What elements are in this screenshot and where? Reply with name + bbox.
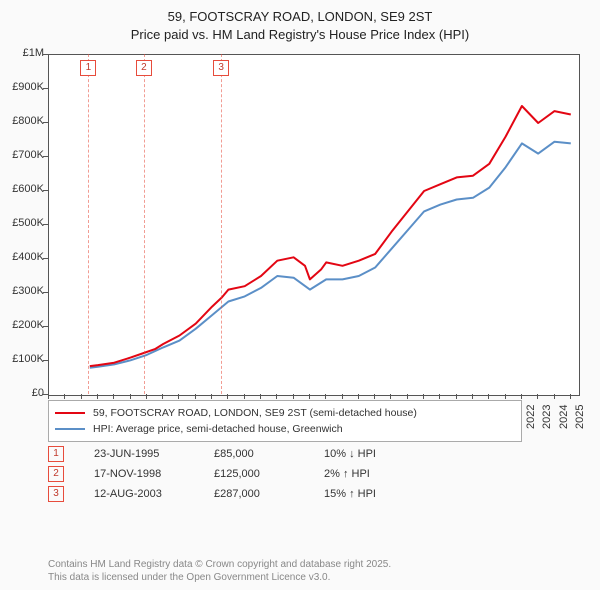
x-tick-label: 2025 [574, 405, 586, 429]
legend-label: 59, FOOTSCRAY ROAD, LONDON, SE9 2ST (sem… [93, 407, 417, 419]
legend-swatch [55, 428, 85, 430]
title-line2: Price paid vs. HM Land Registry's House … [131, 27, 469, 42]
chart-container: 59, FOOTSCRAY ROAD, LONDON, SE9 2ST Pric… [0, 0, 600, 590]
x-tick [113, 394, 114, 399]
chart-title: 59, FOOTSCRAY ROAD, LONDON, SE9 2ST Pric… [0, 0, 600, 43]
y-tick [43, 326, 48, 327]
x-tick [244, 394, 245, 399]
sale-marker-number: 3 [213, 60, 229, 76]
x-tick-label: 2024 [558, 405, 570, 429]
y-tick [43, 292, 48, 293]
y-tick-label: £200K [0, 319, 44, 331]
transaction-delta: 2% ↑ HPI [324, 468, 414, 480]
x-tick [130, 394, 131, 399]
x-tick [521, 394, 522, 399]
x-tick [48, 394, 49, 399]
x-tick [407, 394, 408, 399]
transaction-price: £125,000 [214, 468, 324, 480]
transaction-date: 23-JUN-1995 [94, 448, 214, 460]
y-tick-label: £0 [0, 387, 44, 399]
x-tick [537, 394, 538, 399]
transaction-delta: 10% ↓ HPI [324, 448, 414, 460]
y-tick-label: £100K [0, 353, 44, 365]
plot-area [48, 54, 580, 396]
y-tick-label: £400K [0, 251, 44, 263]
legend-item: HPI: Average price, semi-detached house,… [55, 421, 515, 437]
x-tick [554, 394, 555, 399]
x-tick [195, 394, 196, 399]
y-tick [43, 122, 48, 123]
series-property [90, 106, 571, 366]
y-tick [43, 88, 48, 89]
x-tick [309, 394, 310, 399]
x-tick [488, 394, 489, 399]
sale-marker-line [88, 54, 89, 394]
x-tick [390, 394, 391, 399]
x-tick [146, 394, 147, 399]
table-row: 2 17-NOV-1998 £125,000 2% ↑ HPI [48, 464, 414, 484]
x-tick [260, 394, 261, 399]
y-tick [43, 156, 48, 157]
x-tick-label: 2023 [541, 405, 553, 429]
transactions-table: 1 23-JUN-1995 £85,000 10% ↓ HPI 2 17-NOV… [48, 444, 414, 504]
y-tick-label: £700K [0, 149, 44, 161]
x-tick [342, 394, 343, 399]
x-tick [374, 394, 375, 399]
line-chart-svg [49, 55, 579, 395]
footer-line2: This data is licensed under the Open Gov… [48, 572, 330, 583]
transaction-price: £85,000 [214, 448, 324, 460]
y-tick [43, 224, 48, 225]
y-tick [43, 54, 48, 55]
sale-marker-line [221, 54, 222, 394]
x-tick [293, 394, 294, 399]
x-tick [505, 394, 506, 399]
marker-number: 3 [48, 486, 64, 502]
y-tick [43, 360, 48, 361]
x-tick [325, 394, 326, 399]
x-tick [472, 394, 473, 399]
x-tick [162, 394, 163, 399]
y-tick-label: £900K [0, 81, 44, 93]
marker-number: 1 [48, 446, 64, 462]
table-row: 3 12-AUG-2003 £287,000 15% ↑ HPI [48, 484, 414, 504]
x-tick [358, 394, 359, 399]
x-tick [81, 394, 82, 399]
y-tick-label: £300K [0, 285, 44, 297]
x-tick [211, 394, 212, 399]
attribution-footer: Contains HM Land Registry data © Crown c… [48, 558, 391, 584]
x-tick [276, 394, 277, 399]
y-tick-label: £800K [0, 115, 44, 127]
y-tick-label: £500K [0, 217, 44, 229]
sale-marker-number: 1 [80, 60, 96, 76]
x-tick [97, 394, 98, 399]
x-tick [64, 394, 65, 399]
sale-marker-line [144, 54, 145, 394]
x-tick [423, 394, 424, 399]
legend-box: 59, FOOTSCRAY ROAD, LONDON, SE9 2ST (sem… [48, 400, 522, 442]
x-tick [227, 394, 228, 399]
transaction-date: 12-AUG-2003 [94, 488, 214, 500]
y-tick-label: £1M [0, 47, 44, 59]
series-hpi [90, 142, 571, 368]
legend-item: 59, FOOTSCRAY ROAD, LONDON, SE9 2ST (sem… [55, 405, 515, 421]
legend-swatch [55, 412, 85, 414]
x-tick [570, 394, 571, 399]
legend-label: HPI: Average price, semi-detached house,… [93, 423, 343, 435]
title-line1: 59, FOOTSCRAY ROAD, LONDON, SE9 2ST [168, 9, 433, 24]
footer-line1: Contains HM Land Registry data © Crown c… [48, 559, 391, 570]
x-tick [178, 394, 179, 399]
marker-number: 2 [48, 466, 64, 482]
x-tick-label: 2022 [525, 405, 537, 429]
y-tick [43, 190, 48, 191]
transaction-delta: 15% ↑ HPI [324, 488, 414, 500]
y-tick-label: £600K [0, 183, 44, 195]
sale-marker-number: 2 [136, 60, 152, 76]
y-tick [43, 258, 48, 259]
x-tick [439, 394, 440, 399]
x-tick [456, 394, 457, 399]
table-row: 1 23-JUN-1995 £85,000 10% ↓ HPI [48, 444, 414, 464]
transaction-price: £287,000 [214, 488, 324, 500]
transaction-date: 17-NOV-1998 [94, 468, 214, 480]
